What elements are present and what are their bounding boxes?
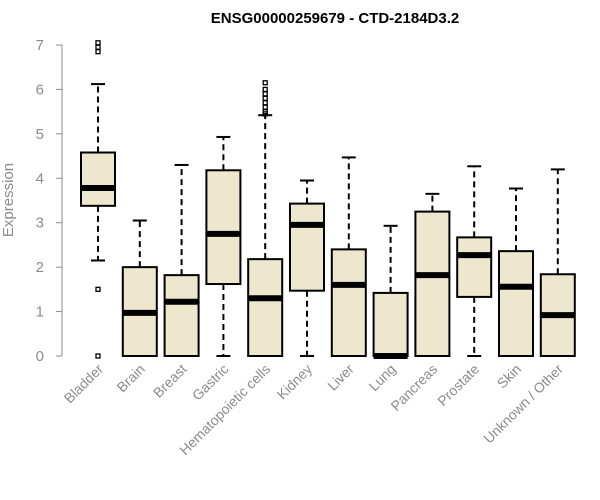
box-iqr (289, 202, 325, 292)
box-group (456, 165, 493, 357)
outlier-point (95, 286, 101, 293)
box-group (414, 192, 451, 357)
outlier-point (262, 100, 268, 106)
box-iqr (372, 291, 409, 358)
y-tick-label: 4 (36, 170, 44, 187)
box-iqr (80, 151, 116, 207)
box-iqr (498, 250, 534, 357)
box-group (163, 163, 200, 358)
category-label: Lung (365, 361, 398, 394)
outlier-point (95, 44, 101, 50)
box-group (80, 40, 116, 359)
category-label: Bladder (61, 361, 107, 407)
category-label: Skin (494, 361, 525, 392)
category-label: Breast (150, 361, 190, 401)
y-axis-ticks: 0 1 2 3 4 5 6 7 (36, 37, 62, 365)
box-group (289, 179, 325, 357)
box-iqr (414, 210, 451, 357)
y-tick-label: 7 (36, 37, 44, 54)
category-label: Liver (324, 361, 357, 394)
y-tick-label: 5 (36, 126, 44, 143)
box-group (498, 187, 534, 357)
outlier-point (262, 95, 268, 101)
box-iqr (163, 274, 200, 358)
y-axis-label: Expression (0, 163, 17, 237)
box-iqr (330, 248, 367, 357)
box-group (372, 224, 409, 359)
y-tick-label: 2 (36, 259, 44, 276)
outlier-point (262, 104, 268, 110)
outlier-point (95, 49, 101, 55)
outlier-point (262, 86, 268, 93)
outlier-point (95, 353, 101, 359)
category-label: Prostate (434, 361, 482, 409)
box-group (539, 168, 576, 358)
category-label: Brain (113, 361, 147, 395)
box-group (205, 135, 242, 357)
plot-area (80, 40, 576, 359)
chart-title: ENSG00000259679 - CTD-2184D3.2 (211, 10, 459, 27)
category-label: Kidney (274, 361, 316, 403)
y-tick-label: 6 (36, 81, 44, 98)
outlier-point (95, 40, 101, 46)
y-tick-label: 0 (36, 348, 44, 365)
y-tick-label: 3 (36, 215, 44, 232)
box-iqr (456, 236, 493, 298)
outlier-point (262, 80, 268, 86)
box-iqr (247, 258, 284, 358)
box-group (247, 80, 284, 358)
y-tick-label: 1 (36, 304, 44, 321)
box-group (121, 219, 158, 357)
box-group (330, 156, 367, 357)
box-iqr (205, 169, 242, 286)
outlier-point (262, 91, 268, 97)
category-label: Unknown / Other (480, 361, 566, 447)
